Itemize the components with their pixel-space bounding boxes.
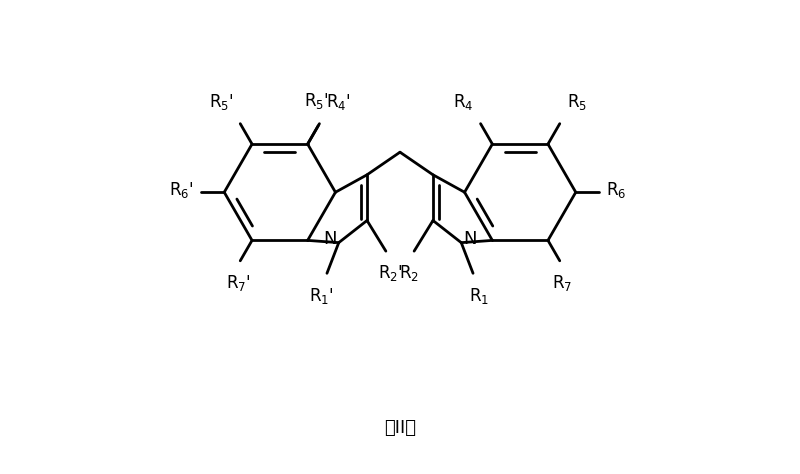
Text: R$_7$': R$_7$': [226, 273, 250, 292]
Text: R$_2$': R$_2$': [378, 263, 403, 283]
Text: R$_7$: R$_7$: [552, 273, 572, 292]
Text: R$_4$: R$_4$: [453, 92, 474, 112]
Text: R$_5$': R$_5$': [209, 92, 233, 112]
Text: R$_5$: R$_5$: [567, 92, 587, 112]
Text: N: N: [463, 230, 477, 248]
Text: R$_6$': R$_6$': [169, 180, 194, 200]
Text: N: N: [323, 230, 337, 248]
Text: R$_1$': R$_1$': [309, 286, 334, 307]
Text: R$_5$': R$_5$': [303, 91, 328, 110]
Text: R$_1$: R$_1$: [469, 286, 489, 307]
Text: R$_2$: R$_2$: [399, 263, 419, 283]
Text: R$_6$: R$_6$: [606, 180, 626, 200]
Text: R$_4$': R$_4$': [326, 92, 351, 112]
Text: （II）: （II）: [384, 419, 416, 437]
